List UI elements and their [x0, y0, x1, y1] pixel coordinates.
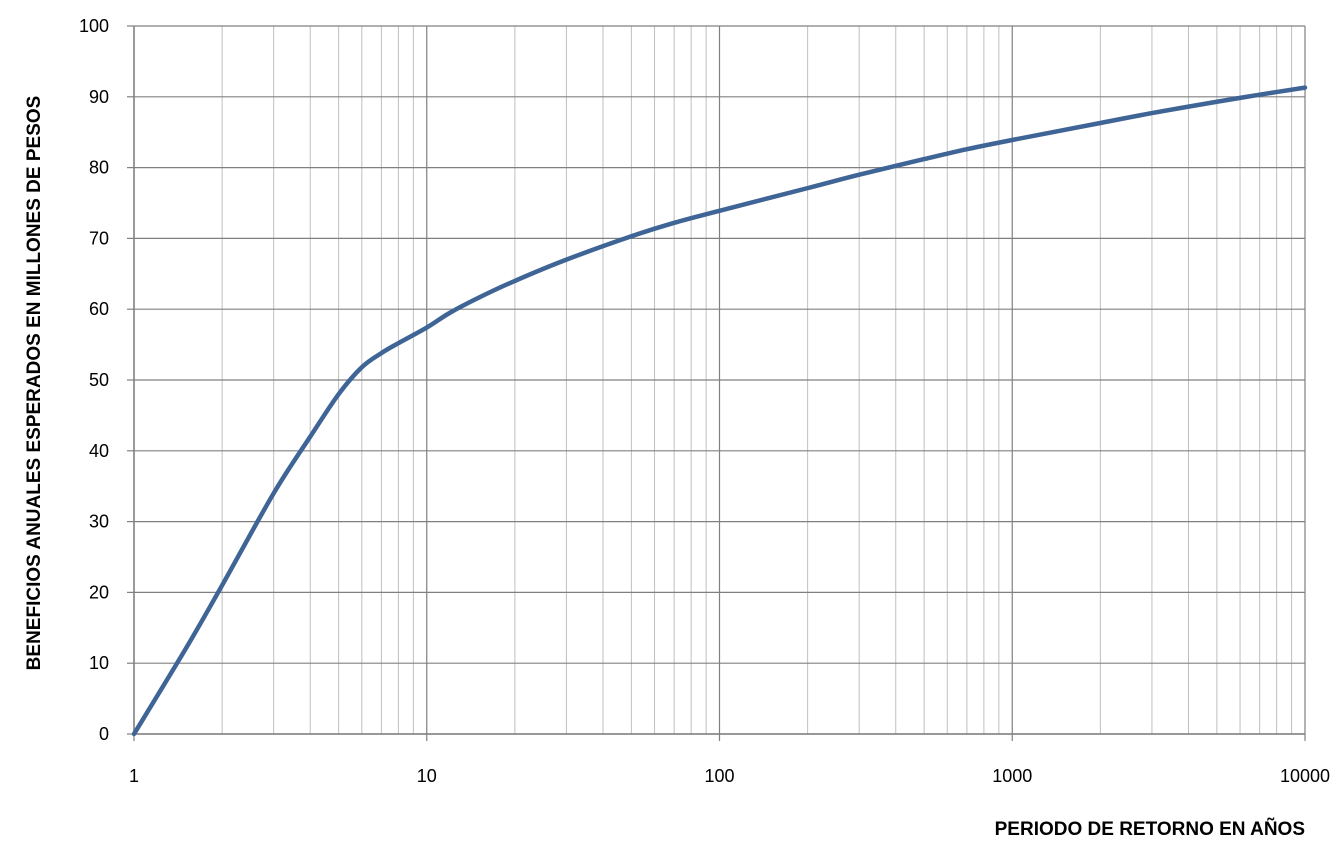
y-axis-title: BENEFICIOS ANUALES ESPERADOS EN MILLONES…	[24, 96, 45, 671]
series-line-0	[131, 85, 1308, 737]
x-tick-labels: 1 10 100 1000 10000	[129, 766, 1330, 786]
y-tick-label: 50	[89, 370, 109, 390]
y-tick-label: 0	[99, 724, 109, 744]
x-tick-label: 1000	[992, 766, 1032, 786]
series-layer	[131, 85, 1308, 737]
major-gridlines	[133, 25, 1306, 735]
y-tick-label: 40	[89, 441, 109, 461]
y-tick-label: 60	[89, 299, 109, 319]
y-tick-label: 80	[89, 158, 109, 178]
x-tick-label: 10000	[1280, 766, 1330, 786]
y-tick-label: 70	[89, 228, 109, 248]
y-tick-label: 10	[89, 653, 109, 673]
x-tick-label: 1	[129, 766, 139, 786]
y-tick-label: 90	[89, 87, 109, 107]
y-tick-label: 100	[79, 16, 109, 36]
x-tick-label: 100	[704, 766, 734, 786]
y-tick-label: 30	[89, 512, 109, 532]
x-axis-title: PERIODO DE RETORNO EN AÑOS	[995, 818, 1305, 840]
x-tick-label: 10	[417, 766, 437, 786]
y-tick-labels: 0 10 20 30 40 50 60 70 80 90 100	[79, 16, 109, 744]
y-tick-label: 20	[89, 582, 109, 602]
axes	[127, 25, 1306, 741]
